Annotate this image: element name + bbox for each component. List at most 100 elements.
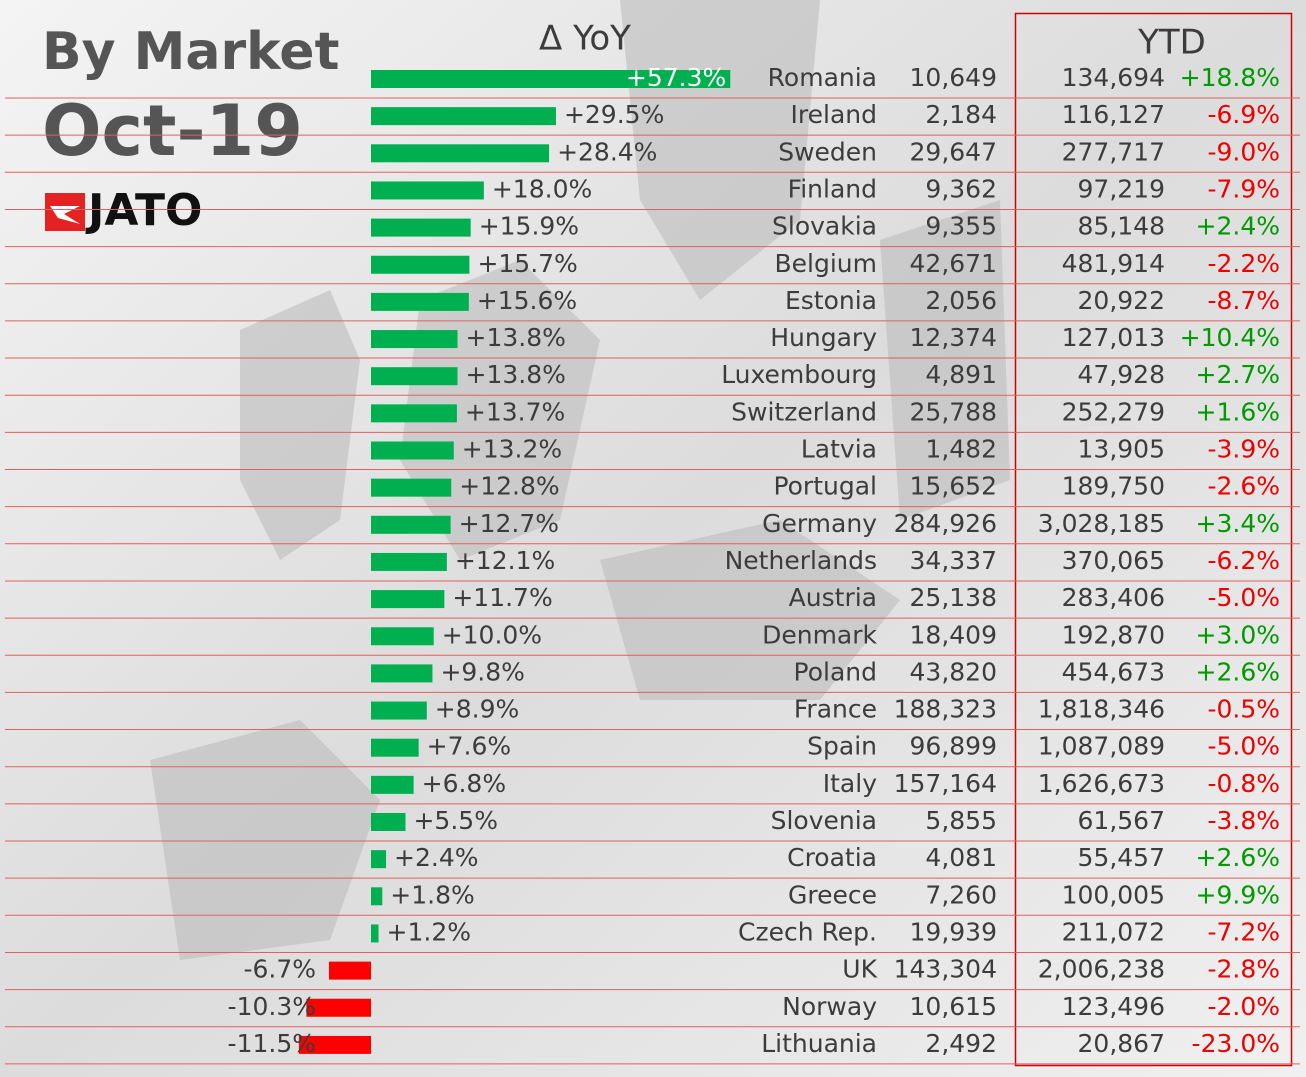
bar	[371, 107, 556, 126]
subtitle: Oct-19	[42, 90, 303, 172]
value-label: +12.1%	[455, 546, 555, 575]
value-label: +5.5%	[413, 806, 497, 835]
category-label: France	[794, 695, 877, 724]
ytd-change: +2.6%	[1196, 657, 1280, 686]
ytd-volume: 134,694	[1062, 63, 1165, 92]
ytd-volume: 97,219	[1078, 174, 1165, 203]
value-label: +28.4%	[557, 137, 657, 166]
bar	[328, 961, 371, 980]
category-label: Netherlands	[725, 546, 877, 575]
bar	[371, 850, 387, 869]
category-label: Portugal	[773, 472, 877, 501]
ytd-change: -2.6%	[1207, 472, 1280, 501]
title: By Market	[42, 22, 339, 82]
ytd-volume: 3,028,185	[1038, 509, 1165, 538]
category-label: Germany	[762, 509, 877, 538]
value-label: +9.8%	[440, 657, 524, 686]
ytd-change: +18.8%	[1180, 63, 1280, 92]
ytd-volume: 277,717	[1062, 137, 1165, 166]
ytd-volume: 283,406	[1062, 583, 1165, 612]
category-label: Finland	[788, 174, 877, 203]
ytd-change: -6.9%	[1207, 100, 1280, 129]
month-volume: 10,615	[910, 992, 997, 1021]
bar	[371, 813, 406, 831]
value-label: +1.8%	[390, 880, 474, 909]
month-volume: 2,492	[925, 1029, 997, 1058]
value-label: +13.2%	[462, 435, 562, 464]
ytd-volume: 1,087,089	[1038, 732, 1165, 761]
category-label: Romania	[768, 63, 877, 92]
ytd-volume: 116,127	[1062, 100, 1165, 129]
logo-arrow	[50, 206, 80, 224]
value-label: -6.7%	[243, 955, 316, 984]
bar	[371, 255, 470, 274]
ytd-change: +2.7%	[1196, 360, 1280, 389]
ytd-change: +1.6%	[1196, 397, 1280, 426]
ytd-volume: 47,928	[1078, 360, 1165, 389]
ytd-change: -7.2%	[1207, 917, 1280, 946]
ytd-volume: 252,279	[1062, 397, 1165, 426]
value-label: +57.3%	[626, 63, 726, 92]
ytd-change: +3.0%	[1196, 620, 1280, 649]
category-label: Spain	[807, 732, 877, 761]
category-label: UK	[842, 955, 877, 984]
category-label: Hungary	[770, 323, 877, 352]
ytd-change: -9.0%	[1207, 137, 1280, 166]
ytd-volume: 192,870	[1062, 620, 1165, 649]
bar	[371, 627, 434, 646]
month-volume: 5,855	[925, 806, 997, 835]
category-label: Slovakia	[772, 212, 877, 241]
month-volume: 2,184	[925, 100, 997, 129]
month-volume: 4,891	[925, 360, 997, 389]
month-volume: 25,788	[910, 397, 997, 426]
month-volume: 4,081	[925, 843, 997, 872]
month-volume: 284,926	[894, 509, 997, 538]
ytd-change: +9.9%	[1196, 880, 1280, 909]
ytd-change: -5.0%	[1207, 583, 1280, 612]
month-volume: 18,409	[910, 620, 997, 649]
ytd-volume: 20,867	[1078, 1029, 1165, 1058]
bar	[371, 404, 457, 423]
bar	[371, 738, 419, 757]
category-label: Sweden	[778, 137, 877, 166]
category-label: Austria	[789, 583, 877, 612]
bar	[371, 292, 469, 311]
ytd-change: -2.0%	[1207, 992, 1280, 1021]
ytd-change: +2.4%	[1196, 212, 1280, 241]
ytd-change: -5.0%	[1207, 732, 1280, 761]
month-volume: 188,323	[894, 695, 997, 724]
category-label: Croatia	[787, 843, 877, 872]
ytd-change: -6.2%	[1207, 546, 1280, 575]
bar	[306, 998, 371, 1017]
bar	[371, 144, 550, 163]
category-label: Lithuania	[761, 1029, 877, 1058]
ytd-volume: 1,626,673	[1038, 769, 1165, 798]
ytd-change: -8.7%	[1207, 286, 1280, 315]
ytd-change: +10.4%	[1180, 323, 1280, 352]
value-label: +7.6%	[427, 732, 511, 761]
bar	[371, 775, 414, 794]
ytd-volume: 454,673	[1062, 657, 1165, 686]
bar	[371, 441, 454, 460]
value-label: -11.5%	[228, 1029, 316, 1058]
ytd-volume: 2,006,238	[1038, 955, 1165, 984]
ytd-volume: 123,496	[1062, 992, 1165, 1021]
category-label: Belgium	[775, 249, 878, 278]
bar	[371, 218, 471, 237]
value-label: +13.7%	[465, 397, 565, 426]
bar	[371, 552, 447, 571]
bar	[371, 478, 452, 497]
value-label: +15.7%	[477, 249, 577, 278]
ytd-volume: 127,013	[1062, 323, 1165, 352]
month-volume: 2,056	[925, 286, 997, 315]
month-volume: 15,652	[910, 472, 997, 501]
value-label: +13.8%	[466, 323, 566, 352]
month-volume: 34,337	[910, 546, 997, 575]
bar	[371, 515, 451, 534]
bar	[371, 367, 458, 386]
ytd-volume: 1,818,346	[1038, 695, 1165, 724]
value-label: +11.7%	[452, 583, 552, 612]
ytd-volume: 85,148	[1078, 212, 1165, 241]
ytd-volume: 13,905	[1078, 435, 1165, 464]
